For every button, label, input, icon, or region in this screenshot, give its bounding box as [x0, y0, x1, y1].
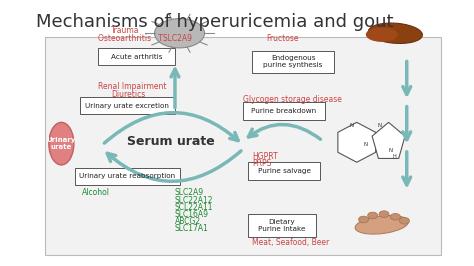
Text: N: N — [377, 123, 382, 127]
FancyBboxPatch shape — [80, 97, 175, 114]
Text: N: N — [389, 148, 393, 153]
Text: N: N — [349, 123, 353, 127]
Text: Glycogen storage disease: Glycogen storage disease — [243, 95, 342, 104]
Text: Acute arthritis: Acute arthritis — [110, 53, 162, 60]
Text: SLC16A9: SLC16A9 — [175, 210, 209, 219]
FancyBboxPatch shape — [46, 37, 441, 255]
Text: Urinary urate reabsorption: Urinary urate reabsorption — [79, 173, 175, 179]
Text: N: N — [364, 143, 368, 147]
Text: H: H — [392, 155, 396, 159]
Ellipse shape — [379, 211, 389, 218]
Text: Dietary
Purine Intake: Dietary Purine Intake — [258, 219, 306, 232]
Ellipse shape — [400, 217, 410, 224]
Text: Trauma: Trauma — [111, 26, 140, 35]
FancyBboxPatch shape — [252, 51, 334, 73]
Text: Meat, Seafood, Beer: Meat, Seafood, Beer — [252, 238, 329, 247]
Text: Urinary
urate: Urinary urate — [46, 137, 76, 150]
Text: Alcohol: Alcohol — [82, 188, 110, 197]
Text: Urinary urate excretion: Urinary urate excretion — [85, 103, 169, 109]
Ellipse shape — [355, 215, 409, 234]
Text: SLC22A12: SLC22A12 — [175, 196, 213, 205]
Text: Purine breakdown: Purine breakdown — [252, 108, 317, 114]
FancyBboxPatch shape — [98, 48, 175, 65]
Text: HGPRT: HGPRT — [252, 152, 278, 161]
Ellipse shape — [49, 122, 74, 165]
Ellipse shape — [391, 213, 401, 220]
Ellipse shape — [368, 23, 422, 43]
Text: PRPS: PRPS — [252, 159, 272, 168]
Circle shape — [155, 19, 204, 48]
Text: SLC17A1: SLC17A1 — [175, 224, 209, 233]
Text: Osteoarthritis   TSLC2A9: Osteoarthritis TSLC2A9 — [98, 34, 191, 43]
Text: Renal Impairment: Renal Impairment — [98, 82, 166, 91]
FancyBboxPatch shape — [248, 162, 320, 180]
Text: Serum urate: Serum urate — [127, 135, 214, 148]
Ellipse shape — [368, 212, 378, 219]
FancyBboxPatch shape — [243, 102, 325, 120]
Text: Diuretics: Diuretics — [111, 90, 146, 99]
Text: ABCG2: ABCG2 — [175, 217, 201, 226]
Text: Fructose: Fructose — [266, 34, 298, 43]
Polygon shape — [338, 122, 375, 162]
FancyBboxPatch shape — [248, 214, 316, 237]
Text: SCL22A11: SCL22A11 — [175, 203, 213, 212]
FancyBboxPatch shape — [75, 168, 180, 185]
Ellipse shape — [366, 27, 398, 42]
Polygon shape — [372, 122, 405, 159]
Text: Mechanisms of hyperuricemia and gout: Mechanisms of hyperuricemia and gout — [36, 13, 394, 31]
Text: SLC2A9: SLC2A9 — [175, 188, 204, 197]
Text: Purine salvage: Purine salvage — [257, 168, 310, 174]
Text: Endogenous
purine synthesis: Endogenous purine synthesis — [264, 55, 323, 68]
Ellipse shape — [358, 216, 369, 223]
